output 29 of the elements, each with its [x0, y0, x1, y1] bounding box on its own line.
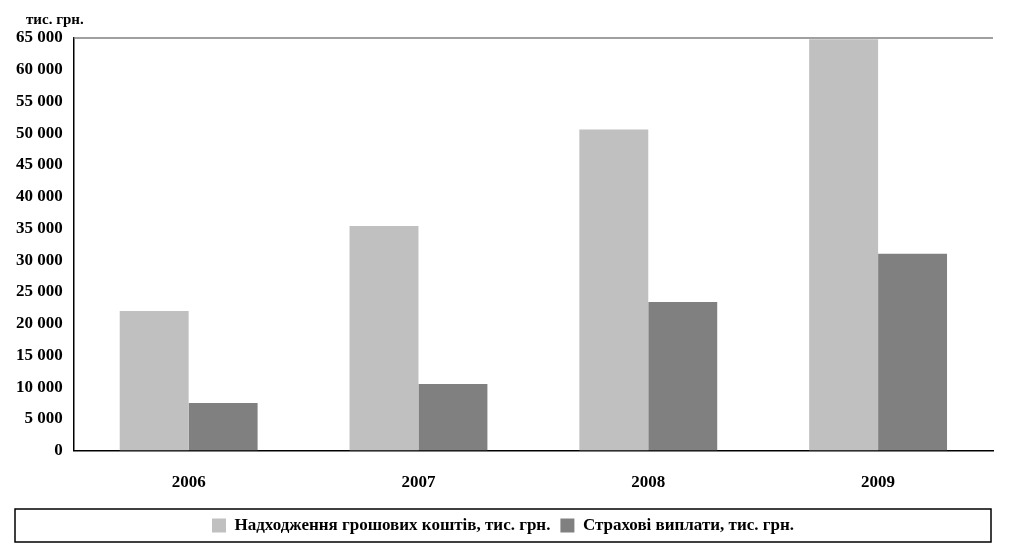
y-tick-label: 55 000 — [16, 90, 63, 110]
bar — [188, 402, 258, 451]
x-tick-label: 2007 — [401, 472, 436, 492]
y-tick-label: 30 000 — [16, 249, 63, 269]
y-tick-label: 5 000 — [24, 408, 63, 428]
legend-label: Надходження грошових коштів, тис. грн. — [234, 514, 551, 534]
x-tick-label: 2006 — [171, 472, 206, 492]
y-tick-label: 40 000 — [16, 186, 63, 206]
y-tick-label: 10 000 — [16, 376, 63, 396]
bar — [809, 39, 879, 451]
y-tick-label: 35 000 — [16, 217, 63, 237]
bar — [579, 129, 649, 451]
bar — [418, 383, 488, 451]
y-tick-label: 60 000 — [16, 59, 63, 79]
bar — [349, 225, 419, 451]
y-tick-label: 15 000 — [16, 344, 63, 364]
x-tick-label: 2008 — [631, 472, 666, 492]
legend-label: Страхові виплати, тис. грн. — [582, 514, 794, 534]
bar — [119, 310, 189, 451]
y-tick-label: 65 000 — [16, 27, 63, 47]
y-tick-label: 20 000 — [16, 313, 63, 333]
y-tick-label: 0 — [54, 439, 63, 459]
y-tick-label: 45 000 — [16, 154, 63, 174]
bar — [648, 302, 718, 451]
y-tick-label: 25 000 — [16, 281, 63, 301]
bar — [878, 253, 948, 451]
x-tick-label: 2009 — [861, 472, 896, 492]
y-axis-title: тис. грн. — [26, 11, 84, 28]
y-tick-label: 50 000 — [16, 122, 63, 142]
